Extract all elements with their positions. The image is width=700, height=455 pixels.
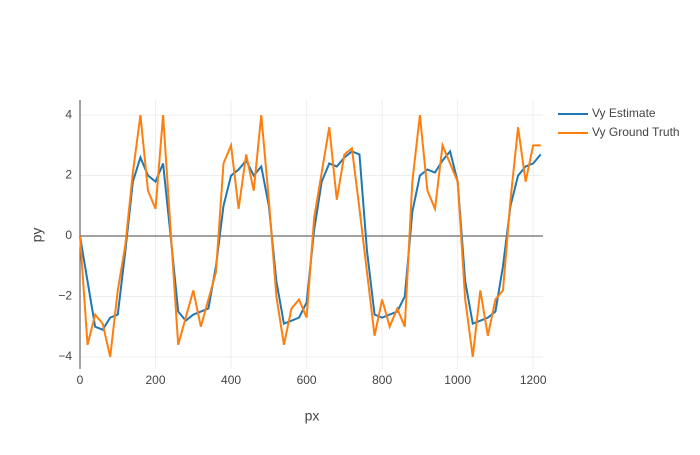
legend-label: Vy Ground Truth [592, 125, 680, 139]
y-axis-title: py [29, 228, 45, 243]
legend-label: Vy Estimate [592, 106, 656, 120]
x-axis-title: px [305, 408, 320, 424]
x-tick-label: 600 [297, 373, 317, 387]
x-tick-label: 200 [146, 373, 166, 387]
x-tick-label: 1000 [444, 373, 471, 387]
y-tick-label: 0 [65, 228, 72, 242]
y-tick-label: 4 [65, 107, 72, 121]
x-tick-label: 0 [77, 373, 84, 387]
x-tick-label: 1200 [520, 373, 547, 387]
y-tick-label: −4 [58, 349, 72, 363]
y-tick-label: −2 [58, 289, 72, 303]
x-tick-label: 800 [372, 373, 392, 387]
y-tick-label: 2 [65, 168, 72, 182]
series-line [79, 149, 542, 331]
x-tick-label: 400 [221, 373, 241, 387]
series-line [79, 114, 541, 358]
